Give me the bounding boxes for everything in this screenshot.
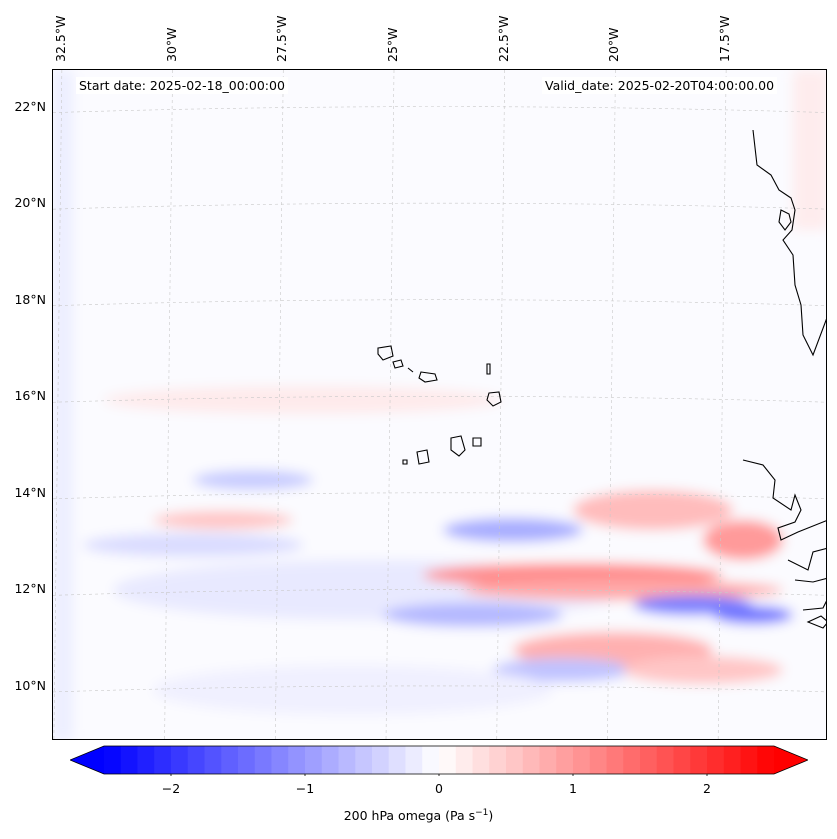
- lon-gridline: [275, 70, 284, 739]
- colorbar-segment: [740, 746, 758, 774]
- lon-gridline: [496, 70, 506, 739]
- colorbar-segment: [573, 746, 591, 774]
- colorbar-segment: [757, 746, 775, 774]
- colorbar-tick-label: 2: [703, 781, 711, 796]
- colorbar-segment: [506, 746, 524, 774]
- colorbar-segment: [439, 746, 457, 774]
- lat-gridline: [53, 299, 826, 307]
- colorbar-segment: [656, 746, 674, 774]
- colorbar-segment: [321, 746, 339, 774]
- colorbar-segment: [522, 746, 540, 774]
- colorbar-segment: [673, 746, 691, 774]
- colorbar-segment: [372, 746, 390, 774]
- lat-gridline: [53, 685, 826, 693]
- colorbar-segment: [187, 746, 205, 774]
- colorbar-segment: [254, 746, 272, 774]
- valid-date-annotation: Valid_date: 2025-02-20T04:00:00.00: [542, 77, 778, 94]
- lon-tick-label: 22.5°W: [495, 15, 511, 62]
- colorbar-segment: [221, 746, 239, 774]
- lon-gridline: [164, 70, 173, 739]
- colorbar-label: 200 hPa omega (Pa s−1): [343, 808, 494, 824]
- colorbar-segment: [171, 746, 189, 774]
- colorbar-segment: [288, 746, 306, 774]
- colorbar-segment: [204, 746, 222, 774]
- lat-tick-label: 10°N: [14, 677, 46, 693]
- colorbar-outline: [70, 745, 808, 775]
- colorbar-tick-label: −1: [295, 781, 315, 796]
- colorbar-tick-label: 1: [569, 781, 577, 796]
- colorbar-segment: [707, 746, 725, 774]
- colorbar-segment: [271, 746, 289, 774]
- lon-tick-label: 20°W: [606, 27, 622, 62]
- lon-tick-label: 30°W: [163, 27, 179, 62]
- lon-gridline: [607, 70, 616, 739]
- colorbar: [70, 745, 808, 776]
- colorbar-segment: [238, 746, 256, 774]
- colorbar-segment: [640, 746, 658, 774]
- lat-tick-label: 20°N: [14, 195, 46, 211]
- lat-tick-label: 16°N: [14, 388, 46, 404]
- lon-gridline: [53, 70, 63, 739]
- colorbar-segment: [472, 746, 490, 774]
- colorbar-segment: [455, 746, 473, 774]
- lat-gridline: [53, 395, 826, 403]
- colorbar-segment: [422, 746, 440, 774]
- colorbar-segment: [137, 746, 155, 774]
- colorbar-segment: [690, 746, 708, 774]
- lat-gridline: [53, 492, 826, 500]
- colorbar-extend-min: [70, 746, 104, 774]
- colorbar-extend-max: [774, 746, 808, 774]
- omega-contour-field: [53, 70, 826, 739]
- lat-gridline: [53, 589, 826, 596]
- start-date-annotation: Start date: 2025-02-18_00:00:00: [76, 77, 288, 94]
- colorbar-segment: [606, 746, 624, 774]
- omega-field-map: [53, 70, 826, 739]
- colorbar-segment: [623, 746, 641, 774]
- colorbar-tick-label: −2: [161, 781, 181, 796]
- lon-tick-label: 32.5°W: [52, 15, 68, 62]
- lat-gridline: [53, 202, 826, 210]
- lat-tick-label: 18°N: [14, 291, 46, 307]
- colorbar-segment: [104, 746, 122, 774]
- colorbar-segment: [388, 746, 406, 774]
- colorbar-segment: [338, 746, 356, 774]
- lon-tick-label: 17.5°W: [717, 15, 733, 62]
- lat-tick-label: 14°N: [14, 484, 46, 500]
- lon-tick-label: 25°W: [385, 27, 400, 62]
- colorbar-segment: [154, 746, 172, 774]
- colorbar-segment: [556, 746, 574, 774]
- lon-tick-label: 27.5°W: [274, 15, 290, 62]
- colorbar-segment: [405, 746, 423, 774]
- colorbar-tick-label: 0: [435, 781, 443, 796]
- colorbar-segment: [489, 746, 507, 774]
- lat-gridline: [53, 106, 826, 113]
- colorbar-segment: [355, 746, 373, 774]
- colorbar-segment: [723, 746, 741, 774]
- colorbar-segment: [589, 746, 607, 774]
- colorbar-segment: [120, 746, 138, 774]
- lon-gridline: [385, 70, 395, 739]
- lon-gridline: [717, 70, 727, 739]
- coastline: [377, 129, 826, 629]
- colorbar-segment: [539, 746, 557, 774]
- gridlines: [53, 70, 826, 739]
- lat-tick-label: 12°N: [14, 581, 46, 597]
- colorbar-segment: [305, 746, 323, 774]
- map-panel: [52, 69, 827, 740]
- lat-tick-label: 22°N: [14, 98, 46, 114]
